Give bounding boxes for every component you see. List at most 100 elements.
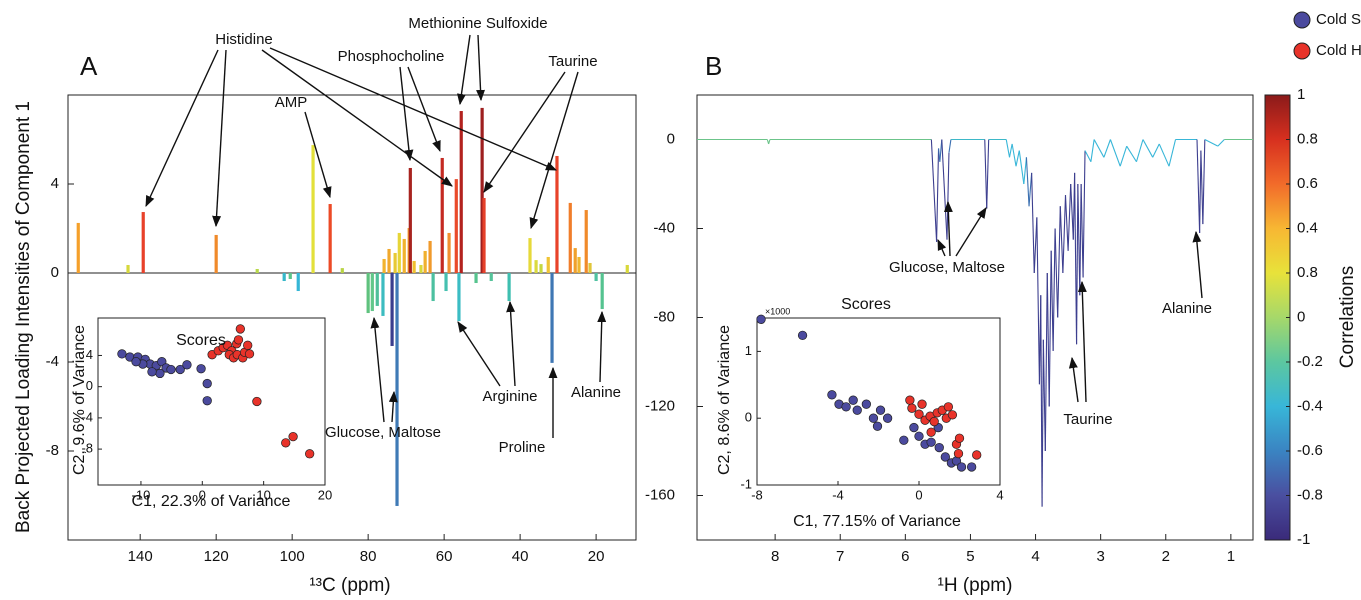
x-tick-label: 4 [1031, 548, 1039, 565]
bar [447, 232, 451, 273]
legend-label: Cold Susceptible [1316, 11, 1361, 28]
annotation-arrows [145, 34, 1203, 438]
score-point [202, 378, 212, 389]
y-tick-label: -1 [740, 476, 752, 491]
bar [489, 273, 493, 282]
score-point [947, 410, 958, 420]
bar [507, 273, 511, 302]
annotation: AMP [275, 94, 308, 111]
spectrum-segment [1050, 250, 1054, 351]
score-point [117, 349, 127, 359]
bar [454, 179, 458, 273]
y-tick-label: 0 [51, 264, 59, 281]
score-point [244, 349, 255, 359]
y-tick-label: 0 [745, 410, 752, 425]
spectrum-segment [1090, 139, 1095, 162]
x-tick-label: 120 [204, 548, 229, 565]
score-point [899, 435, 909, 445]
x-tick-label: 6 [901, 548, 909, 565]
spectrum-segment [1217, 139, 1225, 147]
score-point [929, 416, 939, 427]
score-point [882, 413, 893, 423]
spectrum-segment [1093, 139, 1105, 158]
score-point [852, 405, 862, 415]
colorbar-tick-label: 0.8 [1297, 264, 1318, 281]
score-point [967, 462, 977, 472]
score-point [147, 367, 157, 377]
bar [440, 157, 444, 273]
bar [282, 273, 286, 282]
annotation: Proline [499, 439, 546, 456]
annotation: Arginine [482, 388, 537, 405]
xlabel: C1, 22.3% of Variance [132, 493, 291, 510]
score-point [155, 368, 165, 379]
bar [370, 273, 374, 312]
score-point [914, 431, 924, 441]
annotation: Alanine [1162, 300, 1212, 317]
bar [423, 250, 427, 273]
bar [594, 273, 598, 282]
score-point [797, 330, 808, 341]
spectrum-segment [1018, 150, 1025, 185]
spectrum-segment [986, 139, 990, 209]
spectrum-segment [1158, 143, 1170, 167]
score-point [905, 395, 915, 405]
score-point [182, 360, 192, 370]
bar [431, 273, 435, 302]
title: Scores [841, 296, 891, 313]
colorbar [1264, 94, 1291, 541]
spectrum-segment [1119, 146, 1128, 167]
spectrum-segment [1031, 172, 1035, 274]
spectrum-segment [1054, 228, 1059, 318]
spectrum-segment [1076, 183, 1079, 345]
annotation: Alanine [571, 384, 621, 401]
annotation: Methionine Sulfoxide [408, 15, 547, 32]
spectrum-segment [1168, 139, 1177, 167]
x-tick-label: 100 [280, 548, 305, 565]
x-tick-label: 60 [436, 548, 453, 565]
score-point [956, 462, 967, 472]
score-point [909, 422, 919, 433]
annotation: Histidine [215, 31, 273, 48]
spectrum-segment [1070, 183, 1074, 240]
spectrum-segment [768, 139, 771, 145]
score-point [972, 450, 982, 460]
inset-area [756, 317, 1001, 486]
x-tick-label: 1 [1227, 548, 1235, 565]
spectrum-segment [1052, 228, 1056, 351]
x-tick-label: -10 [132, 487, 151, 502]
panel-label: A [80, 51, 98, 81]
bar [408, 167, 412, 273]
colorbar-tick-label: -1 [1297, 531, 1310, 548]
y-tick-label: -4 [81, 409, 93, 424]
bar [528, 238, 532, 273]
score-point [827, 390, 837, 400]
spectrum-segment [948, 139, 952, 153]
spectrum-segment [1067, 183, 1072, 251]
score-point [305, 449, 315, 459]
x-tick-label: 4 [996, 487, 1003, 502]
xlabel: C1, 77.15% of Variance [793, 513, 961, 530]
spectrum-segment [1082, 150, 1086, 278]
bar [340, 268, 344, 273]
colorbar-tick-label: 1 [1297, 86, 1305, 103]
score-point [861, 399, 871, 409]
annotation: Taurine [1063, 411, 1112, 428]
ylabel: C2, 8.6% of Variance [716, 325, 733, 475]
colorbar-tick-label: -0.2 [1297, 353, 1323, 370]
bar [482, 198, 486, 273]
score-point [196, 364, 206, 374]
bar [366, 273, 370, 314]
score-point [926, 437, 936, 447]
bar [555, 155, 559, 273]
spectrum-segment [1126, 145, 1137, 163]
spectrum-segment [1048, 250, 1052, 407]
colorbar-tick-label: -0.6 [1297, 442, 1323, 459]
score-point [926, 427, 936, 437]
spectrum-segment [1005, 139, 1011, 158]
ylabel: C2, 9.6% of Variance [71, 325, 88, 475]
spectrum-segment [936, 148, 940, 242]
legend-label: Cold Hardy [1316, 42, 1361, 59]
spectrum-segment [1062, 195, 1067, 274]
